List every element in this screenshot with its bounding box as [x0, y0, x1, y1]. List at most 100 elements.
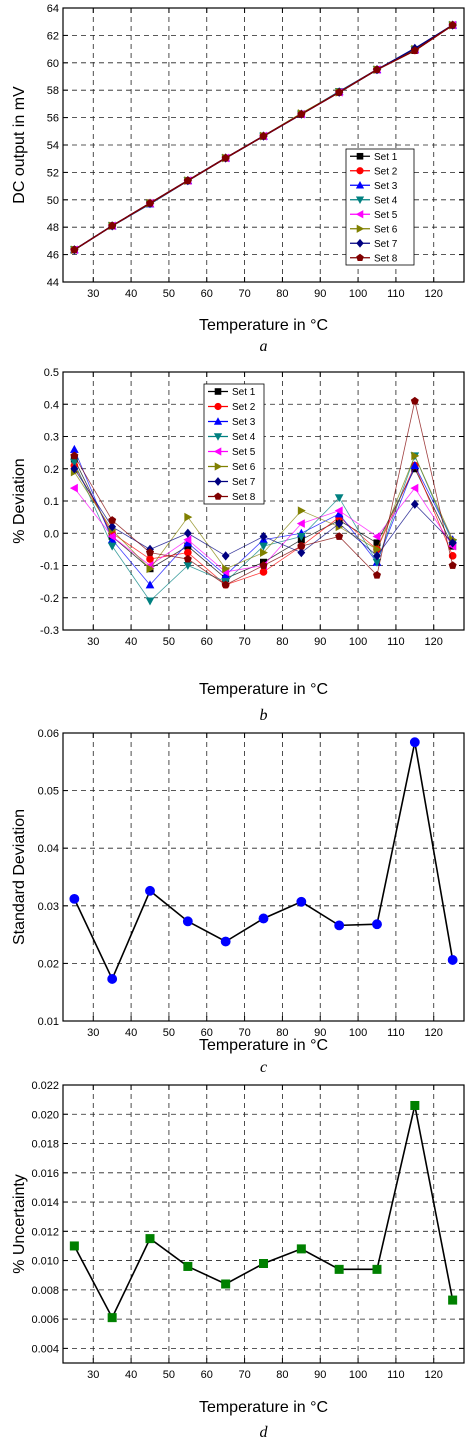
data-point: [108, 522, 117, 532]
y-tick-label: 0.5: [44, 367, 59, 379]
y-tick-label: 46: [47, 250, 59, 262]
y-tick-label: 0.4: [44, 399, 59, 411]
x-tick-label: 100: [349, 1027, 367, 1039]
data-point: [335, 532, 344, 540]
legend: Set 1 Set 2 Set 3 Set 4 Set 5 Set 6 Set 7 Set 8: [345, 148, 415, 266]
data-point: [183, 554, 192, 563]
data-point: [410, 396, 419, 405]
plot-frame: [62, 1084, 465, 1364]
data-point: [259, 131, 268, 140]
data-point: [221, 551, 230, 561]
x-tick-label: 110: [387, 1369, 405, 1381]
data-point: [335, 88, 344, 96]
data-point: [409, 737, 420, 748]
data-point: [145, 597, 155, 606]
x-tick-label: 60: [201, 1369, 213, 1381]
y-tick-label: -0.1: [40, 561, 59, 573]
x-tick-label: 40: [125, 636, 137, 648]
y-tick-label: 0.0: [44, 528, 59, 540]
x-tick-label: 70: [238, 1369, 250, 1381]
data-point: [372, 532, 381, 541]
data-point: [146, 548, 155, 557]
x-tick-label: 40: [125, 1369, 137, 1381]
data-point: [259, 531, 268, 542]
data-point: [259, 561, 268, 569]
data-point: [108, 516, 117, 524]
grid-lines: [63, 1085, 464, 1363]
y-tick-label: 44: [47, 277, 59, 289]
x-tick-label: 120: [425, 636, 443, 648]
legend: Set 1 Set 2 Set 3 Set 4 Set 5 Set 6 Set 7 Set 8: [203, 383, 265, 505]
x-tick-label: 100: [349, 636, 367, 648]
legend-label: Set 4: [232, 432, 256, 443]
legend-label: Set 6: [374, 224, 398, 235]
y-axis-title: % Uncertainty: [11, 1174, 28, 1274]
data-point: [221, 580, 230, 589]
data-point: [297, 547, 306, 558]
chart-panel-c: 30 40 50 60 70 80 90 100 110 120 0.01 0.02 0.03 0.04 0…: [11, 728, 465, 1076]
data-point: [297, 109, 306, 118]
plot-frame: [62, 732, 465, 1022]
series-1: [69, 1100, 458, 1323]
legend-marker: [356, 253, 364, 261]
data-point: [183, 176, 192, 185]
x-tick-label: 100: [349, 288, 367, 300]
y-tick-label: 0.02: [38, 958, 59, 970]
data-point: [258, 1259, 268, 1269]
data-point: [296, 532, 306, 541]
data-point: [410, 46, 419, 54]
data-point: [221, 153, 230, 162]
series-8: [70, 396, 457, 589]
legend-label: Set 8: [232, 492, 256, 503]
data-point: [107, 974, 118, 984]
y-tick-label: 0.05: [38, 786, 59, 798]
y-tick-label: -0.2: [40, 593, 59, 605]
x-tick-label: 60: [201, 636, 213, 648]
data-point: [334, 494, 344, 503]
x-axis-title: Temperature in °C: [199, 681, 328, 698]
data-point: [296, 519, 305, 528]
legend-label: Set 1: [232, 387, 256, 398]
y-tick-label: 0.018: [31, 1139, 59, 1151]
data-point: [70, 451, 79, 460]
y-tick-label: 0.020: [31, 1109, 59, 1121]
legend-label: Set 3: [374, 181, 398, 192]
legend-marker: [214, 462, 223, 471]
legend-marker: [213, 433, 223, 441]
y-tick-label: 0.2: [44, 464, 59, 476]
x-tick-label: 40: [125, 288, 137, 300]
x-tick-label: 110: [387, 1027, 405, 1039]
data-point: [259, 568, 268, 576]
x-tick-label: 90: [314, 288, 326, 300]
x-tick-label: 30: [87, 1027, 99, 1039]
x-tick-label: 50: [163, 288, 175, 300]
legend-marker: [214, 402, 222, 411]
data-point: [183, 528, 192, 538]
data-point: [183, 1261, 193, 1271]
x-axis-title: Temperature in °C: [199, 317, 328, 334]
chart-panel-b: 30 40 50 60 70 80 90 100 110 120 -0.3 -0.2 -0.1 0.0 0.…: [11, 367, 465, 724]
x-tick-label: 120: [425, 1369, 443, 1381]
data-point: [107, 542, 117, 551]
x-tick-label: 60: [201, 1027, 213, 1039]
legend-marker: [355, 210, 364, 219]
legend-marker: [355, 196, 365, 204]
y-tick-label: 0.008: [31, 1285, 59, 1297]
y-tick-label: 52: [47, 167, 59, 179]
legend-label: Set 2: [232, 402, 256, 413]
data-point: [334, 1264, 344, 1274]
legend-marker: [213, 417, 223, 425]
legend-label: Set 5: [232, 447, 256, 458]
data-point: [448, 1295, 458, 1305]
y-axis-title: DC output in mV: [11, 86, 28, 204]
legend-label: Set 7: [232, 477, 256, 488]
x-tick-label: 90: [314, 1369, 326, 1381]
legend-label: Set 6: [232, 462, 256, 473]
data-point: [183, 535, 192, 545]
x-axis-title: Temperature in °C: [199, 1037, 328, 1054]
chart-panel-d: 30 40 50 60 70 80 90 100 110 120 0.004 0.006 0.008 0.…: [11, 1080, 465, 1441]
y-tick-label: 0.006: [31, 1314, 59, 1326]
data-point: [372, 65, 381, 74]
data-point: [448, 561, 457, 569]
data-point: [146, 564, 155, 574]
